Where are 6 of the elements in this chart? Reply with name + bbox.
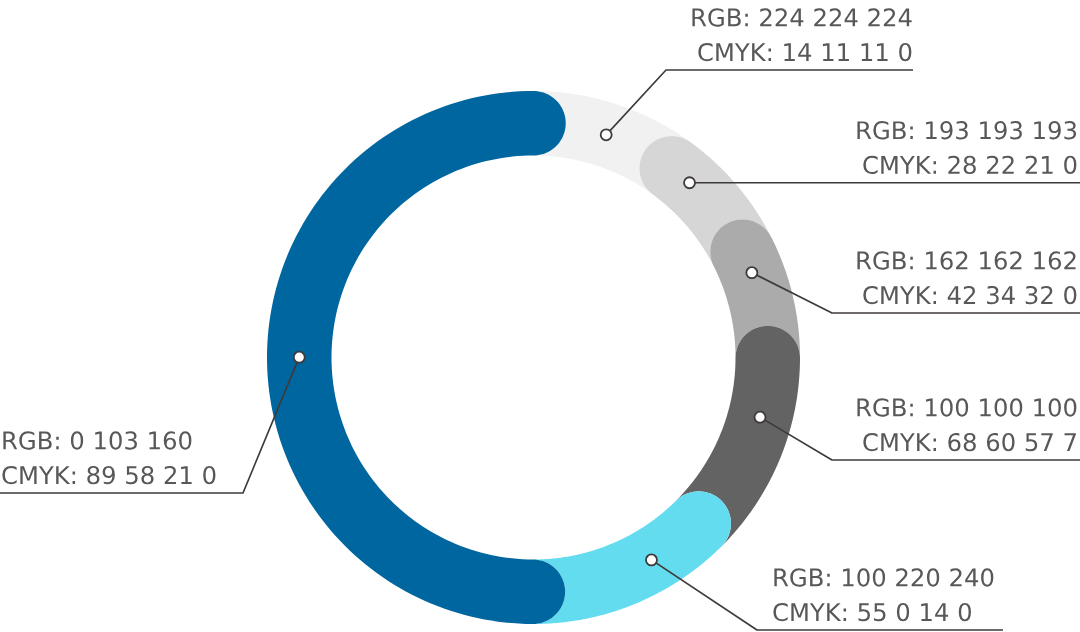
slice-label: RGB: 224 224 224 CMYK: 14 11 11 0 (692, 8, 912, 62)
slice-label: RGB: 162 162 162 CMYK: 42 34 32 0 (857, 251, 1077, 305)
slice-label: RGB: 100 220 240 CMYK: 55 0 14 0 (773, 568, 994, 622)
slice-label: RGB: 100 100 100 CMYK: 68 60 57 7 (857, 398, 1077, 452)
slice-label: RGB: 193 193 193 CMYK: 28 22 21 0 (857, 121, 1077, 175)
slice-label: RGB: 0 103 160 CMYK: 89 58 21 0 (2, 431, 216, 485)
